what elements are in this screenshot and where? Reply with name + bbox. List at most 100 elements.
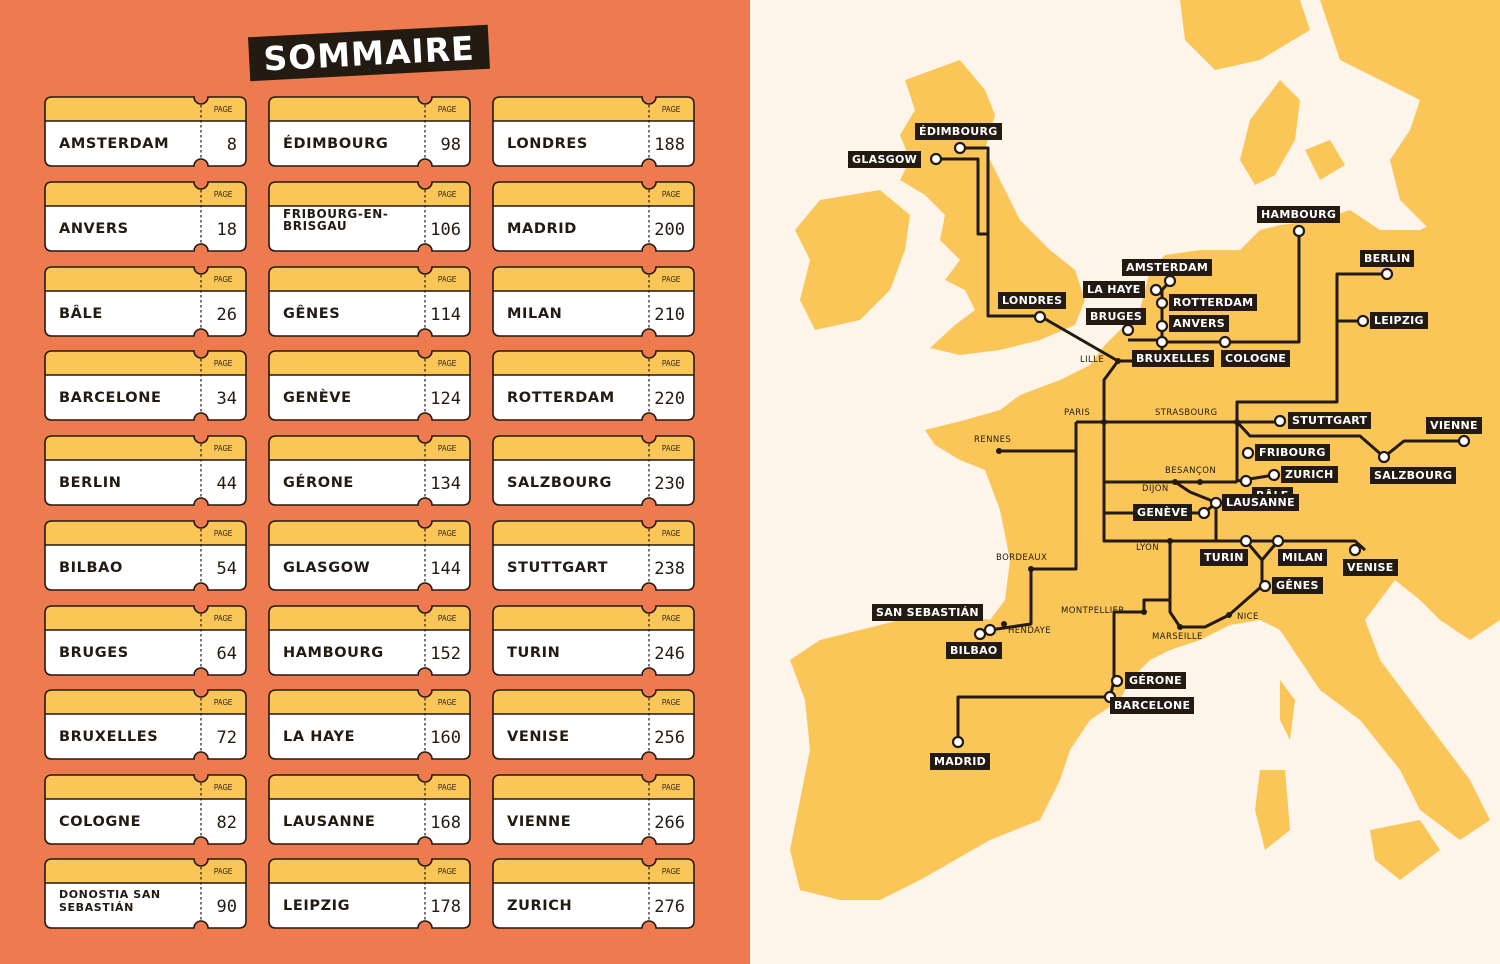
page-label: PAGE <box>438 783 457 792</box>
toc-ticket[interactable]: PAGE GÉRONE 134 <box>268 435 471 506</box>
page-number: 144 <box>430 559 461 579</box>
page-number: 238 <box>654 559 685 579</box>
toc-ticket[interactable]: PAGE STUTTGART 238 <box>492 520 695 591</box>
toc-ticket[interactable]: PAGE ROTTERDAM 220 <box>492 350 695 421</box>
map-destination-label[interactable]: BRUGES <box>1086 308 1147 325</box>
destination-name: TURIN <box>507 645 561 661</box>
map-destination-label[interactable]: BILBAO <box>946 642 1002 659</box>
map-destination-label[interactable]: AMSTERDAM <box>1122 259 1213 276</box>
map-destination-label[interactable]: GLASGOW <box>848 151 922 168</box>
destination-name: BÂLE <box>59 306 103 322</box>
map-destination-label[interactable]: FRIBOURG <box>1255 444 1330 461</box>
destination-name: BILBAO <box>59 560 123 576</box>
map-destination-label[interactable]: STUTTGART <box>1288 412 1372 429</box>
map-destination-label[interactable]: LONDRES <box>998 292 1067 309</box>
toc-ticket[interactable]: PAGE BÂLE 26 <box>44 266 247 337</box>
map-destination-label[interactable]: VIENNE <box>1426 417 1482 434</box>
page-label: PAGE <box>214 614 233 623</box>
destination-name: MILAN <box>507 306 563 322</box>
page-number: 44 <box>216 474 237 494</box>
toc-ticket[interactable]: PAGE GLASGOW 144 <box>268 520 471 591</box>
map-destination-label[interactable]: GENÈVE <box>1133 504 1193 521</box>
ticket-shape <box>268 181 471 252</box>
page-label: PAGE <box>214 359 233 368</box>
destination-name: HAMBOURG <box>283 645 384 661</box>
map-destination-label[interactable]: GÊNES <box>1272 577 1323 594</box>
toc-ticket[interactable]: PAGE GÊNES 114 <box>268 266 471 337</box>
map-destination-label[interactable]: ANVERS <box>1169 315 1229 332</box>
page-number: 64 <box>216 644 237 664</box>
map-waypoint-label: BESANÇON <box>1165 466 1217 476</box>
ticket-shape <box>44 605 247 676</box>
toc-ticket[interactable]: PAGE HAMBOURG 152 <box>268 605 471 676</box>
destination-name: LONDRES <box>507 136 588 152</box>
toc-ticket[interactable]: PAGE MADRID 200 <box>492 181 695 252</box>
ticket-shape <box>492 605 695 676</box>
ticket-shape <box>492 774 695 845</box>
map-destination-label[interactable]: COLOGNE <box>1221 350 1291 367</box>
destination-name: AMSTERDAM <box>59 136 170 152</box>
toc-ticket[interactable]: PAGE BERLIN 44 <box>44 435 247 506</box>
destination-name: MADRID <box>507 221 577 237</box>
page-number: 200 <box>654 220 685 240</box>
page-number: 106 <box>430 220 461 240</box>
toc-ticket[interactable]: PAGE LAUSANNE 168 <box>268 774 471 845</box>
map-destination-label[interactable]: ZURICH <box>1281 466 1338 483</box>
destination-name: BRUXELLES <box>59 729 159 745</box>
ticket-shape <box>44 858 247 929</box>
ticket-shape <box>44 435 247 506</box>
ticket-shape <box>492 435 695 506</box>
map-destination-label[interactable]: BRUXELLES <box>1132 350 1214 367</box>
map-destination-label[interactable]: ROTTERDAM <box>1169 294 1258 311</box>
map-destination-label[interactable]: ÉDIMBOURG <box>915 123 1002 140</box>
map-waypoint-label: HENDAYE <box>1008 626 1052 636</box>
ticket-shape <box>268 96 471 167</box>
page-title: SOMMAIRE <box>262 27 476 79</box>
toc-ticket[interactable]: PAGE LEIPZIG 178 <box>268 858 471 929</box>
map-destination-label[interactable]: LEIPZIG <box>1370 312 1428 329</box>
toc-ticket[interactable]: PAGE ÉDIMBOURG 98 <box>268 96 471 167</box>
toc-ticket[interactable]: PAGE LONDRES 188 <box>492 96 695 167</box>
map-destination-label[interactable]: LAUSANNE <box>1222 494 1299 511</box>
page-label: PAGE <box>214 105 233 114</box>
toc-ticket[interactable]: PAGE ANVERS 18 <box>44 181 247 252</box>
destination-name: VENISE <box>507 729 570 745</box>
page-label: PAGE <box>438 105 457 114</box>
map-destination-label[interactable]: TURIN <box>1200 549 1248 566</box>
toc-ticket[interactable]: PAGE GENÈVE 124 <box>268 350 471 421</box>
map-waypoint-label: NICE <box>1237 612 1259 622</box>
map-destination-label[interactable]: SALZBOURG <box>1370 467 1457 484</box>
toc-ticket[interactable]: PAGE ZURICH 276 <box>492 858 695 929</box>
toc-ticket[interactable]: PAGE VIENNE 266 <box>492 774 695 845</box>
map-destination-label[interactable]: LA HAYE <box>1083 281 1145 298</box>
toc-ticket[interactable]: PAGE AMSTERDAM 8 <box>44 96 247 167</box>
map-destination-label[interactable]: MILAN <box>1278 549 1328 566</box>
toc-ticket[interactable]: PAGE FRIBOURG-EN-BRISGAU 106 <box>268 181 471 252</box>
map-destination-label[interactable]: VENISE <box>1343 559 1398 576</box>
map-destination-label[interactable]: BARCELONE <box>1110 697 1195 714</box>
toc-ticket[interactable]: PAGE TURIN 246 <box>492 605 695 676</box>
toc-ticket[interactable]: PAGE DONOSTIA SAN SEBASTIÁN 90 <box>44 858 247 929</box>
toc-ticket[interactable]: PAGE BILBAO 54 <box>44 520 247 591</box>
map-destination-label[interactable]: SAN SEBASTIÁN <box>872 604 983 621</box>
map-destination-label[interactable]: HAMBOURG <box>1257 206 1341 223</box>
destination-name: FRIBOURG-EN-BRISGAU <box>283 207 389 233</box>
map-destination-label[interactable]: BERLIN <box>1360 250 1415 267</box>
toc-ticket[interactable]: PAGE BRUGES 64 <box>44 605 247 676</box>
toc-ticket[interactable]: PAGE BARCELONE 34 <box>44 350 247 421</box>
ticket-shape <box>268 350 471 421</box>
map-destination-label[interactable]: MADRID <box>930 753 991 770</box>
page-label: PAGE <box>662 444 681 453</box>
toc-ticket[interactable]: PAGE BRUXELLES 72 <box>44 689 247 760</box>
toc-ticket[interactable]: PAGE VENISE 256 <box>492 689 695 760</box>
toc-ticket[interactable]: PAGE LA HAYE 160 <box>268 689 471 760</box>
ticket-shape <box>492 266 695 337</box>
page-number: 160 <box>430 728 461 748</box>
toc-ticket[interactable]: PAGE COLOGNE 82 <box>44 774 247 845</box>
destination-name: GÉRONE <box>283 475 354 491</box>
toc-ticket[interactable]: PAGE SALZBOURG 230 <box>492 435 695 506</box>
ticket-shape <box>268 435 471 506</box>
map-destination-label[interactable]: GÉRONE <box>1125 672 1186 689</box>
page-label: PAGE <box>662 783 681 792</box>
toc-ticket[interactable]: PAGE MILAN 210 <box>492 266 695 337</box>
